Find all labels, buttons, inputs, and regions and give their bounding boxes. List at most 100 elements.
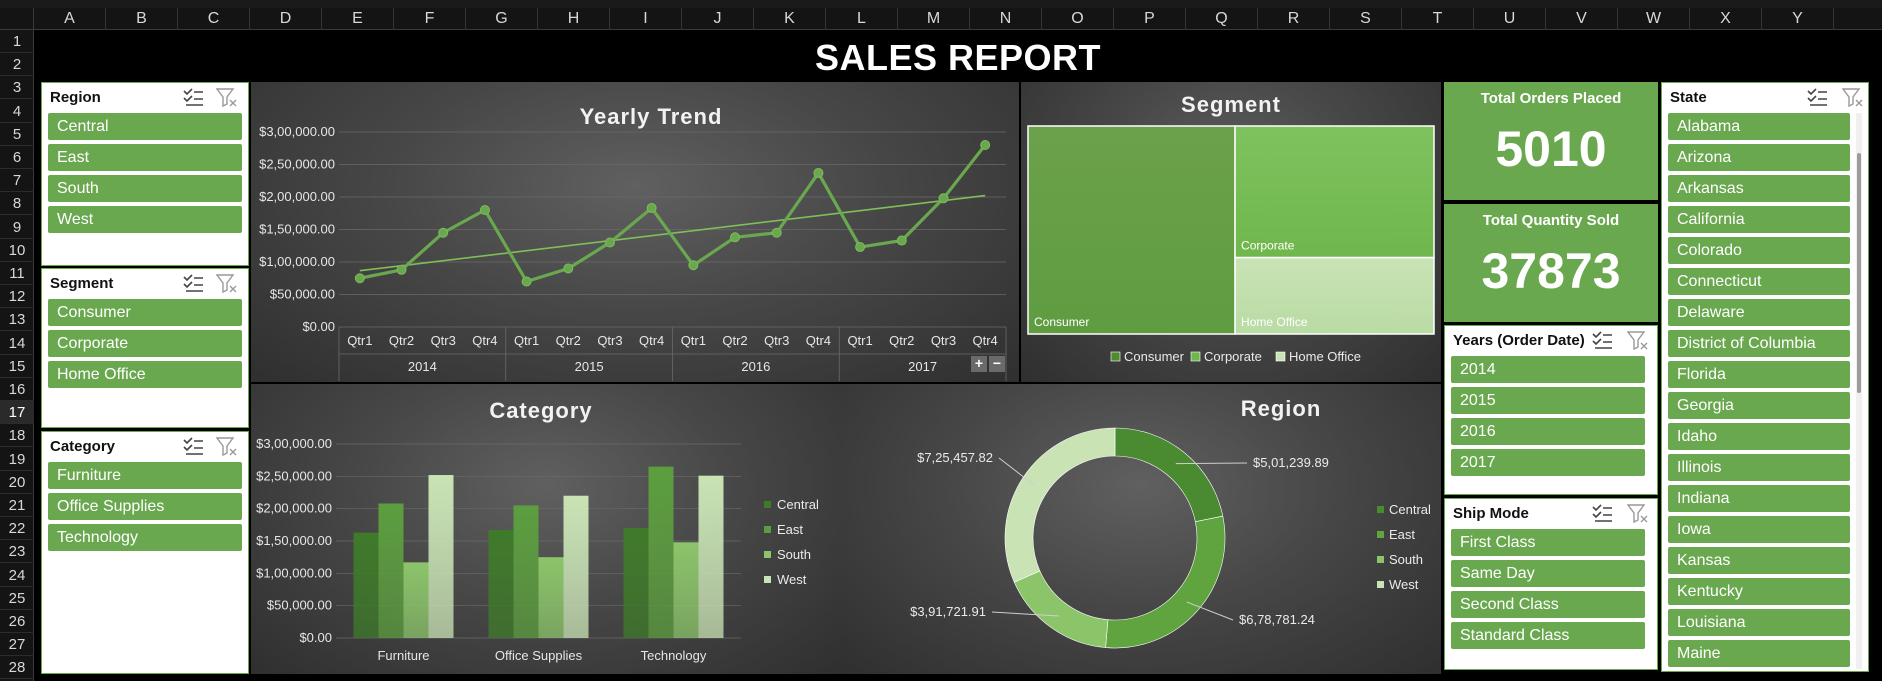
row-header-8[interactable]: 8	[0, 192, 34, 216]
column-header-j[interactable]: J	[682, 8, 754, 30]
bar-furniture-west[interactable]	[428, 475, 454, 638]
column-header-t[interactable]: T	[1402, 8, 1474, 30]
clear-filter-icon[interactable]	[216, 273, 238, 293]
column-header-q[interactable]: Q	[1186, 8, 1258, 30]
slicer-item-kentucky[interactable]: Kentucky	[1668, 578, 1850, 605]
slicer-item-colorado[interactable]: Colorado	[1668, 237, 1850, 264]
row-header-26[interactable]: 26	[0, 610, 34, 633]
column-header-w[interactable]: W	[1618, 8, 1690, 30]
bar-furniture-central[interactable]	[353, 532, 379, 638]
slicer-region[interactable]: Region Central East South West	[41, 82, 249, 266]
row-header-9[interactable]: 9	[0, 216, 34, 239]
row-header-14[interactable]: 14	[0, 332, 34, 355]
slicer-item-illinois[interactable]: Illinois	[1668, 454, 1850, 481]
data-point[interactable]	[646, 203, 657, 214]
row-header-18[interactable]: 18	[0, 424, 34, 448]
donut-slice-west[interactable]	[1004, 427, 1116, 583]
chart-region[interactable]: Region $5,01,239.89 $6,78,781.24 $3,91,721…	[841, 384, 1441, 674]
row-header-10[interactable]: 10	[0, 239, 34, 262]
legend-label[interactable]: South	[1389, 552, 1423, 567]
column-header-c[interactable]: C	[178, 8, 250, 30]
chart-segment[interactable]: Segment Consumer Corporate Home Office Cons…	[1021, 82, 1441, 382]
legend-label[interactable]: Central	[1389, 502, 1431, 517]
donut-slice-east[interactable]	[1105, 515, 1226, 649]
slicer-ship-mode[interactable]: Ship Mode First Class Same Day Second Clas…	[1444, 498, 1658, 670]
treemap-tile-corporate[interactable]	[1234, 125, 1435, 259]
clear-filter-icon[interactable]	[1627, 503, 1649, 523]
slicer-item-second-class[interactable]: Second Class	[1451, 591, 1645, 618]
slicer-item-consumer[interactable]: Consumer	[48, 299, 242, 326]
row-header-19[interactable]: 19	[0, 448, 34, 471]
row-header-22[interactable]: 22	[0, 517, 34, 541]
row-header-16[interactable]: 16	[0, 378, 34, 401]
slicer-item-office-supplies[interactable]: Office Supplies	[48, 493, 242, 520]
bar-office-supplies-east[interactable]	[513, 505, 539, 638]
bar-technology-central[interactable]	[623, 528, 649, 638]
column-header-o[interactable]: O	[1042, 8, 1114, 30]
clear-filter-icon[interactable]	[216, 87, 238, 107]
bar-office-supplies-south[interactable]	[538, 557, 564, 638]
slicer-item-idaho[interactable]: Idaho	[1668, 423, 1850, 450]
multi-select-icon[interactable]	[1591, 503, 1613, 523]
slicer-item-delaware[interactable]: Delaware	[1668, 299, 1850, 326]
slicer-item-kansas[interactable]: Kansas	[1668, 547, 1850, 574]
column-header-m[interactable]: M	[898, 8, 970, 30]
slicer-item-indiana[interactable]: Indiana	[1668, 485, 1850, 512]
collapse-button[interactable]: −	[989, 356, 1005, 372]
slicer-item-alabama[interactable]: Alabama	[1668, 113, 1850, 140]
column-header-v[interactable]: V	[1546, 8, 1618, 30]
data-point[interactable]	[688, 260, 699, 271]
column-header-y[interactable]: Y	[1762, 8, 1834, 30]
column-header-e[interactable]: E	[322, 8, 394, 30]
column-header-b[interactable]: B	[106, 8, 178, 30]
data-point[interactable]	[730, 232, 741, 243]
column-header-p[interactable]: P	[1114, 8, 1186, 30]
row-header-28[interactable]: 28	[0, 656, 34, 680]
data-point[interactable]	[438, 227, 449, 238]
chart-yearly-trend[interactable]: Yearly Trend $0.00 $50,000.00 $1,00,000.00…	[251, 82, 1019, 382]
slicer-item-technology[interactable]: Technology	[48, 524, 242, 551]
column-header-d[interactable]: D	[250, 8, 322, 30]
slicer-item-furniture[interactable]: Furniture	[48, 462, 242, 489]
slicer-item-louisiana[interactable]: Louisiana	[1668, 609, 1850, 636]
row-header-17[interactable]: 17	[0, 401, 34, 425]
chart-category[interactable]: Category $0.00 $50,000.00 $1,00,000.00 $1,5…	[251, 384, 841, 674]
column-header-i[interactable]: I	[610, 8, 682, 30]
legend-label[interactable]: Consumer	[1124, 349, 1185, 364]
row-header-25[interactable]: 25	[0, 587, 34, 610]
slicer-item-arkansas[interactable]: Arkansas	[1668, 175, 1850, 202]
column-header-u[interactable]: U	[1474, 8, 1546, 30]
column-header-l[interactable]: L	[826, 8, 898, 30]
legend-label[interactable]: East	[777, 522, 803, 537]
slicer-item-south[interactable]: South	[48, 175, 242, 202]
slicer-item-2014[interactable]: 2014	[1451, 356, 1645, 383]
row-header-2[interactable]: 2	[0, 53, 34, 77]
column-header-s[interactable]: S	[1330, 8, 1402, 30]
slicer-item-2016[interactable]: 2016	[1451, 418, 1645, 445]
slicer-years[interactable]: Years (Order Date) 2014 2015 2016 2017	[1444, 325, 1658, 495]
bar-technology-east[interactable]	[648, 466, 674, 638]
data-point[interactable]	[980, 140, 991, 150]
legend-label[interactable]: South	[777, 547, 811, 562]
multi-select-icon[interactable]	[182, 87, 204, 107]
treemap-tile-consumer[interactable]	[1027, 125, 1236, 335]
treemap-tile-home-office[interactable]	[1234, 256, 1435, 335]
bar-office-supplies-central[interactable]	[488, 530, 514, 638]
row-header-5[interactable]: 5	[0, 123, 34, 146]
slicer-item-arizona[interactable]: Arizona	[1668, 144, 1850, 171]
bar-office-supplies-west[interactable]	[563, 495, 589, 638]
select-all-corner[interactable]	[0, 8, 34, 30]
clear-filter-icon[interactable]	[1627, 330, 1649, 350]
slicer-state[interactable]: State Alabama Arizona Arkansas California Co…	[1661, 82, 1869, 672]
slicer-item-district-of-columbia[interactable]: District of Columbia	[1668, 330, 1850, 357]
row-header-4[interactable]: 4	[0, 100, 34, 123]
column-header-n[interactable]: N	[970, 8, 1042, 30]
row-header-15[interactable]: 15	[0, 355, 34, 378]
slicer-item-2015[interactable]: 2015	[1451, 387, 1645, 414]
row-header-3[interactable]: 3	[0, 76, 34, 100]
data-point[interactable]	[396, 264, 407, 275]
multi-select-icon[interactable]	[1806, 87, 1828, 107]
data-point[interactable]	[771, 227, 782, 238]
row-header-12[interactable]: 12	[0, 285, 34, 309]
slicer-segment[interactable]: Segment Consumer Corporate Home Office	[41, 268, 249, 428]
